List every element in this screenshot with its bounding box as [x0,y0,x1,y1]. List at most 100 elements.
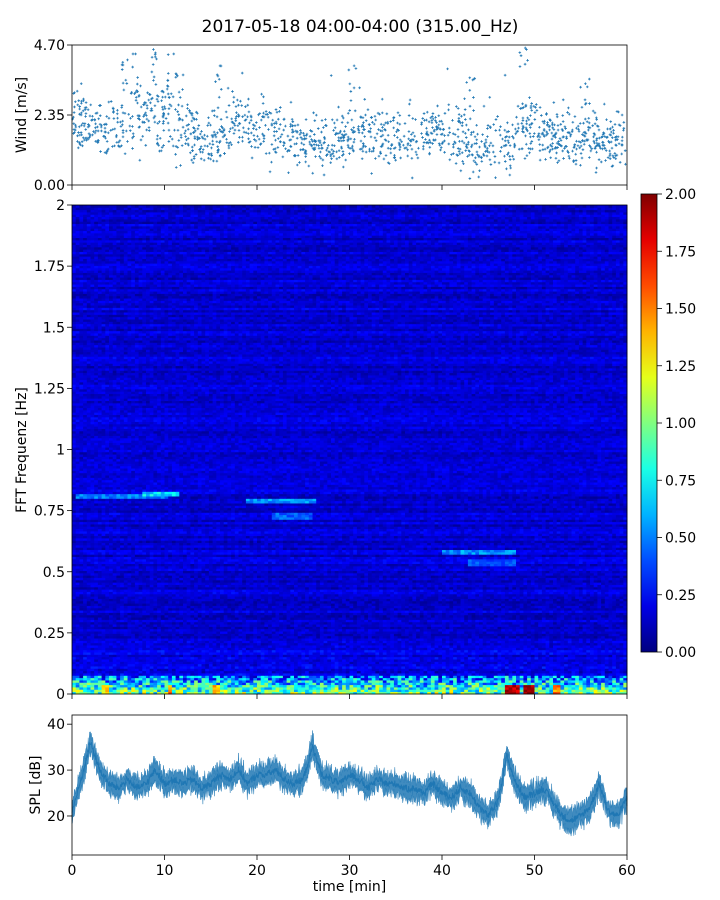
wind-point [508,155,511,158]
spectrogram-cell [235,685,239,688]
spectrogram-cell [227,647,231,650]
spectrogram-cell [109,661,113,664]
spectrogram-cell [246,666,250,669]
spectrogram-cell [427,645,431,648]
spectrogram-cell [150,685,154,688]
spectrogram-cell [420,673,424,676]
spectrogram-cell [313,675,317,678]
wind-point [535,103,538,106]
spectrogram-cell [538,652,542,655]
spectrogram-cell [190,652,194,655]
spectrogram-cell [479,645,483,648]
wind-point [337,139,340,142]
spectrogram-cell [401,680,405,683]
spectrogram-cell [498,668,502,671]
spectrogram-cell [220,650,224,653]
spectrogram-cell [257,640,261,643]
spectrogram-cell [168,689,172,692]
spectrogram-cell [246,645,250,648]
spectrogram-cell [294,664,298,667]
spectrogram-cell [87,664,91,667]
spectrogram-cell [457,680,461,683]
spectrogram-cell [572,680,576,683]
wind-point [89,115,92,118]
wind-scatter-layer [71,47,626,180]
spectrogram-cell [309,673,313,676]
wind-point [132,53,135,56]
spectrogram-cell [227,668,231,671]
spectrogram-cell [572,675,576,678]
spectrogram-cell [294,657,298,660]
spectrogram-cell [342,682,346,685]
spectrogram-cell [583,678,587,681]
spectrogram-cell [401,673,405,676]
spectrogram-cell [227,652,231,655]
wind-point [184,135,187,138]
spectrogram-cell [612,645,616,648]
spectrogram-cell [394,645,398,648]
spectrogram-cell [301,657,305,660]
spectrogram-cell [94,685,98,688]
spectrogram-cell [102,645,106,648]
spectrogram-cell [498,647,502,650]
spectrogram-cell [557,668,561,671]
spectrogram-cell [294,645,298,648]
spectrogram-cell [313,685,317,688]
spectrogram-cell [498,664,502,667]
spectrogram-cell [553,673,557,676]
spectrogram-cell [227,661,231,664]
spectrogram-cell [390,673,394,676]
spectrogram-cell [183,647,187,650]
spectrogram-cell [131,640,135,643]
spectrogram-cell [283,668,287,671]
spectrogram-cell [246,657,250,660]
wind-point [186,107,189,110]
spectrogram-cell [549,685,553,688]
spectrogram-cell [283,666,287,669]
wind-point [530,109,533,112]
spectrogram-cell [564,652,568,655]
spectrogram-cell [605,643,609,646]
spectrogram-cell [294,647,298,650]
spectrogram-cell [250,668,254,671]
wind-point [606,128,609,131]
spectrogram-cell [150,664,154,667]
wind-point [92,130,95,133]
spectrogram-cell [509,645,513,648]
wind-point [149,102,152,105]
spectrogram-cell [294,659,298,662]
spectrogram-cell [535,664,539,667]
spectrogram-cell [120,645,124,648]
spectrogram-cell [542,673,546,676]
spectrogram-cell [468,682,472,685]
spectrogram-cell [442,652,446,655]
wind-point [399,139,402,142]
wind-point [80,82,83,85]
spectrogram-cell [324,661,328,664]
spectrogram-cell [150,645,154,648]
wind-point [317,127,320,130]
spectrogram-cell [309,645,313,648]
spectrogram-cell [572,673,576,676]
spectrogram-cell [527,682,531,685]
spectrogram-cell [87,689,91,692]
wind-point [494,155,497,158]
spectrogram-cell [157,652,161,655]
spectrogram-cell [346,650,350,653]
spectrogram-cell [442,659,446,662]
wind-point [267,116,270,119]
spectrogram-cell [220,652,224,655]
spectrogram-cell [91,680,95,683]
spectrogram-cell [176,657,180,660]
wind-point [287,171,290,174]
spectrogram-cell [453,657,457,660]
spectrogram-cell [350,664,354,667]
spectrogram-cell [472,678,476,681]
spectrogram-cell [390,668,394,671]
spectrogram-cell [401,678,405,681]
spectrogram-cell [72,678,76,681]
spectrogram-cell [79,659,83,662]
spectrogram-cell [342,650,346,653]
spectrogram-cell [231,645,235,648]
spectrogram-cell [198,675,202,678]
